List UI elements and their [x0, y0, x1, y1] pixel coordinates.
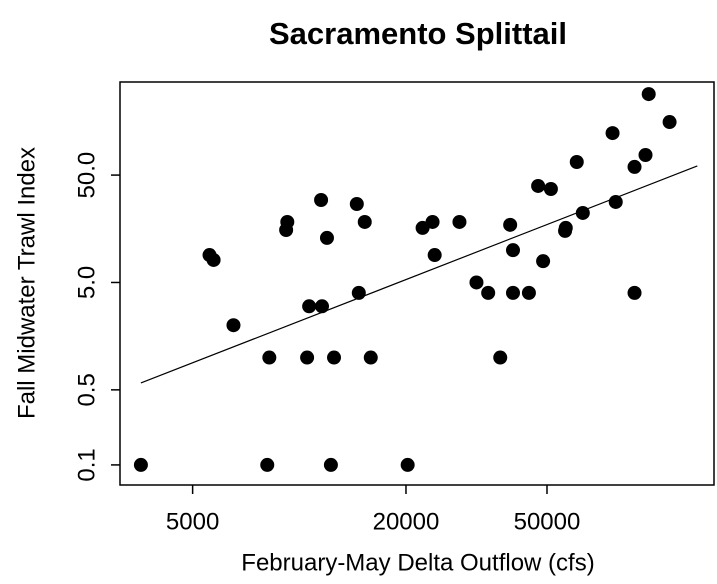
data-point: [133, 457, 148, 472]
trend-line: [140, 165, 698, 384]
x-tick-label: 5000: [166, 508, 219, 535]
y-tick-label: 5.0: [73, 266, 100, 299]
data-point: [427, 248, 442, 263]
data-point: [469, 275, 484, 290]
y-tick-label: 0.1: [73, 448, 100, 481]
data-point: [262, 350, 277, 365]
data-point: [605, 126, 620, 141]
x-tick-label: 50000: [514, 508, 581, 535]
data-point: [452, 214, 467, 229]
data-point: [319, 230, 334, 245]
data-point: [662, 115, 677, 130]
data-point: [627, 285, 642, 300]
data-point: [543, 182, 558, 197]
data-point: [302, 299, 317, 314]
data-point: [505, 243, 520, 258]
data-point: [569, 154, 584, 169]
data-point: [226, 318, 241, 333]
y-tick-label: 50.0: [73, 152, 100, 199]
y-axis-title: Fall Midwater Trawl Index: [13, 147, 40, 419]
data-point: [558, 220, 573, 235]
plot-frame: [119, 81, 715, 486]
data-point: [638, 148, 653, 163]
data-point: [627, 159, 642, 174]
data-point: [323, 457, 338, 472]
data-point: [314, 193, 329, 208]
y-tick-label: 0.5: [73, 373, 100, 406]
data-point: [400, 457, 415, 472]
x-axis-title: February-May Delta Outflow (cfs): [241, 549, 594, 576]
data-point: [351, 285, 366, 300]
data-point: [349, 196, 364, 211]
data-point: [327, 350, 342, 365]
data-point: [357, 214, 372, 229]
data-point: [531, 178, 546, 193]
data-point: [363, 350, 378, 365]
data-point: [493, 350, 508, 365]
x-tick-label: 20000: [373, 508, 440, 535]
data-point: [481, 285, 496, 300]
data-point: [641, 87, 656, 102]
data-point: [536, 254, 551, 269]
data-point: [503, 217, 518, 232]
data-point: [505, 285, 520, 300]
data-point: [206, 252, 221, 267]
data-point: [425, 214, 440, 229]
data-point: [315, 299, 330, 314]
data-point: [521, 285, 536, 300]
data-point: [300, 350, 315, 365]
data-point: [260, 457, 275, 472]
data-point: [280, 214, 295, 229]
chart-title: Sacramento Splittail: [269, 16, 567, 51]
data-point: [575, 205, 590, 220]
data-point: [608, 194, 623, 209]
